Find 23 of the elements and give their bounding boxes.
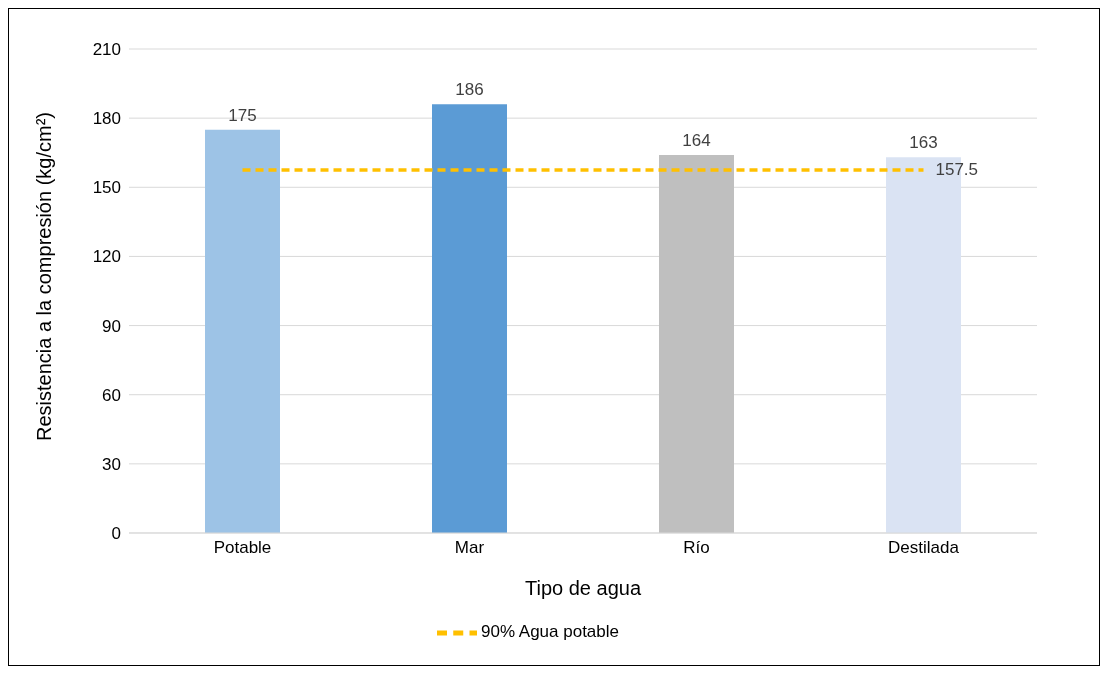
bar bbox=[205, 129, 280, 533]
y-tick-label: 150 bbox=[92, 178, 121, 198]
y-tick-label: 60 bbox=[102, 385, 121, 405]
y-tick-label: 210 bbox=[92, 40, 121, 60]
data-label: 163 bbox=[909, 133, 938, 153]
data-label: 164 bbox=[682, 131, 711, 151]
legend-label: 90% Agua potable bbox=[480, 622, 619, 642]
data-label: 186 bbox=[455, 80, 484, 100]
y-tick-label: 90 bbox=[102, 316, 121, 336]
y-tick-label: 120 bbox=[92, 247, 121, 267]
data-label: 157.5 bbox=[935, 160, 979, 179]
y-tick-label: 30 bbox=[102, 454, 121, 474]
y-axis-title: Resistencia a la compresión (kg/cm²) bbox=[33, 112, 56, 441]
x-tick-label: Mar bbox=[454, 538, 485, 558]
y-tick-label: 0 bbox=[111, 524, 121, 544]
x-tick-label: Destilada bbox=[888, 538, 960, 558]
x-axis-title: Tipo de agua bbox=[524, 577, 642, 599]
bar bbox=[432, 104, 507, 533]
data-label: 175 bbox=[228, 105, 257, 125]
x-tick-label: Río bbox=[683, 538, 710, 558]
x-tick-label: Potable bbox=[213, 538, 272, 558]
bar bbox=[659, 155, 734, 533]
y-tick-label: 180 bbox=[92, 109, 121, 129]
